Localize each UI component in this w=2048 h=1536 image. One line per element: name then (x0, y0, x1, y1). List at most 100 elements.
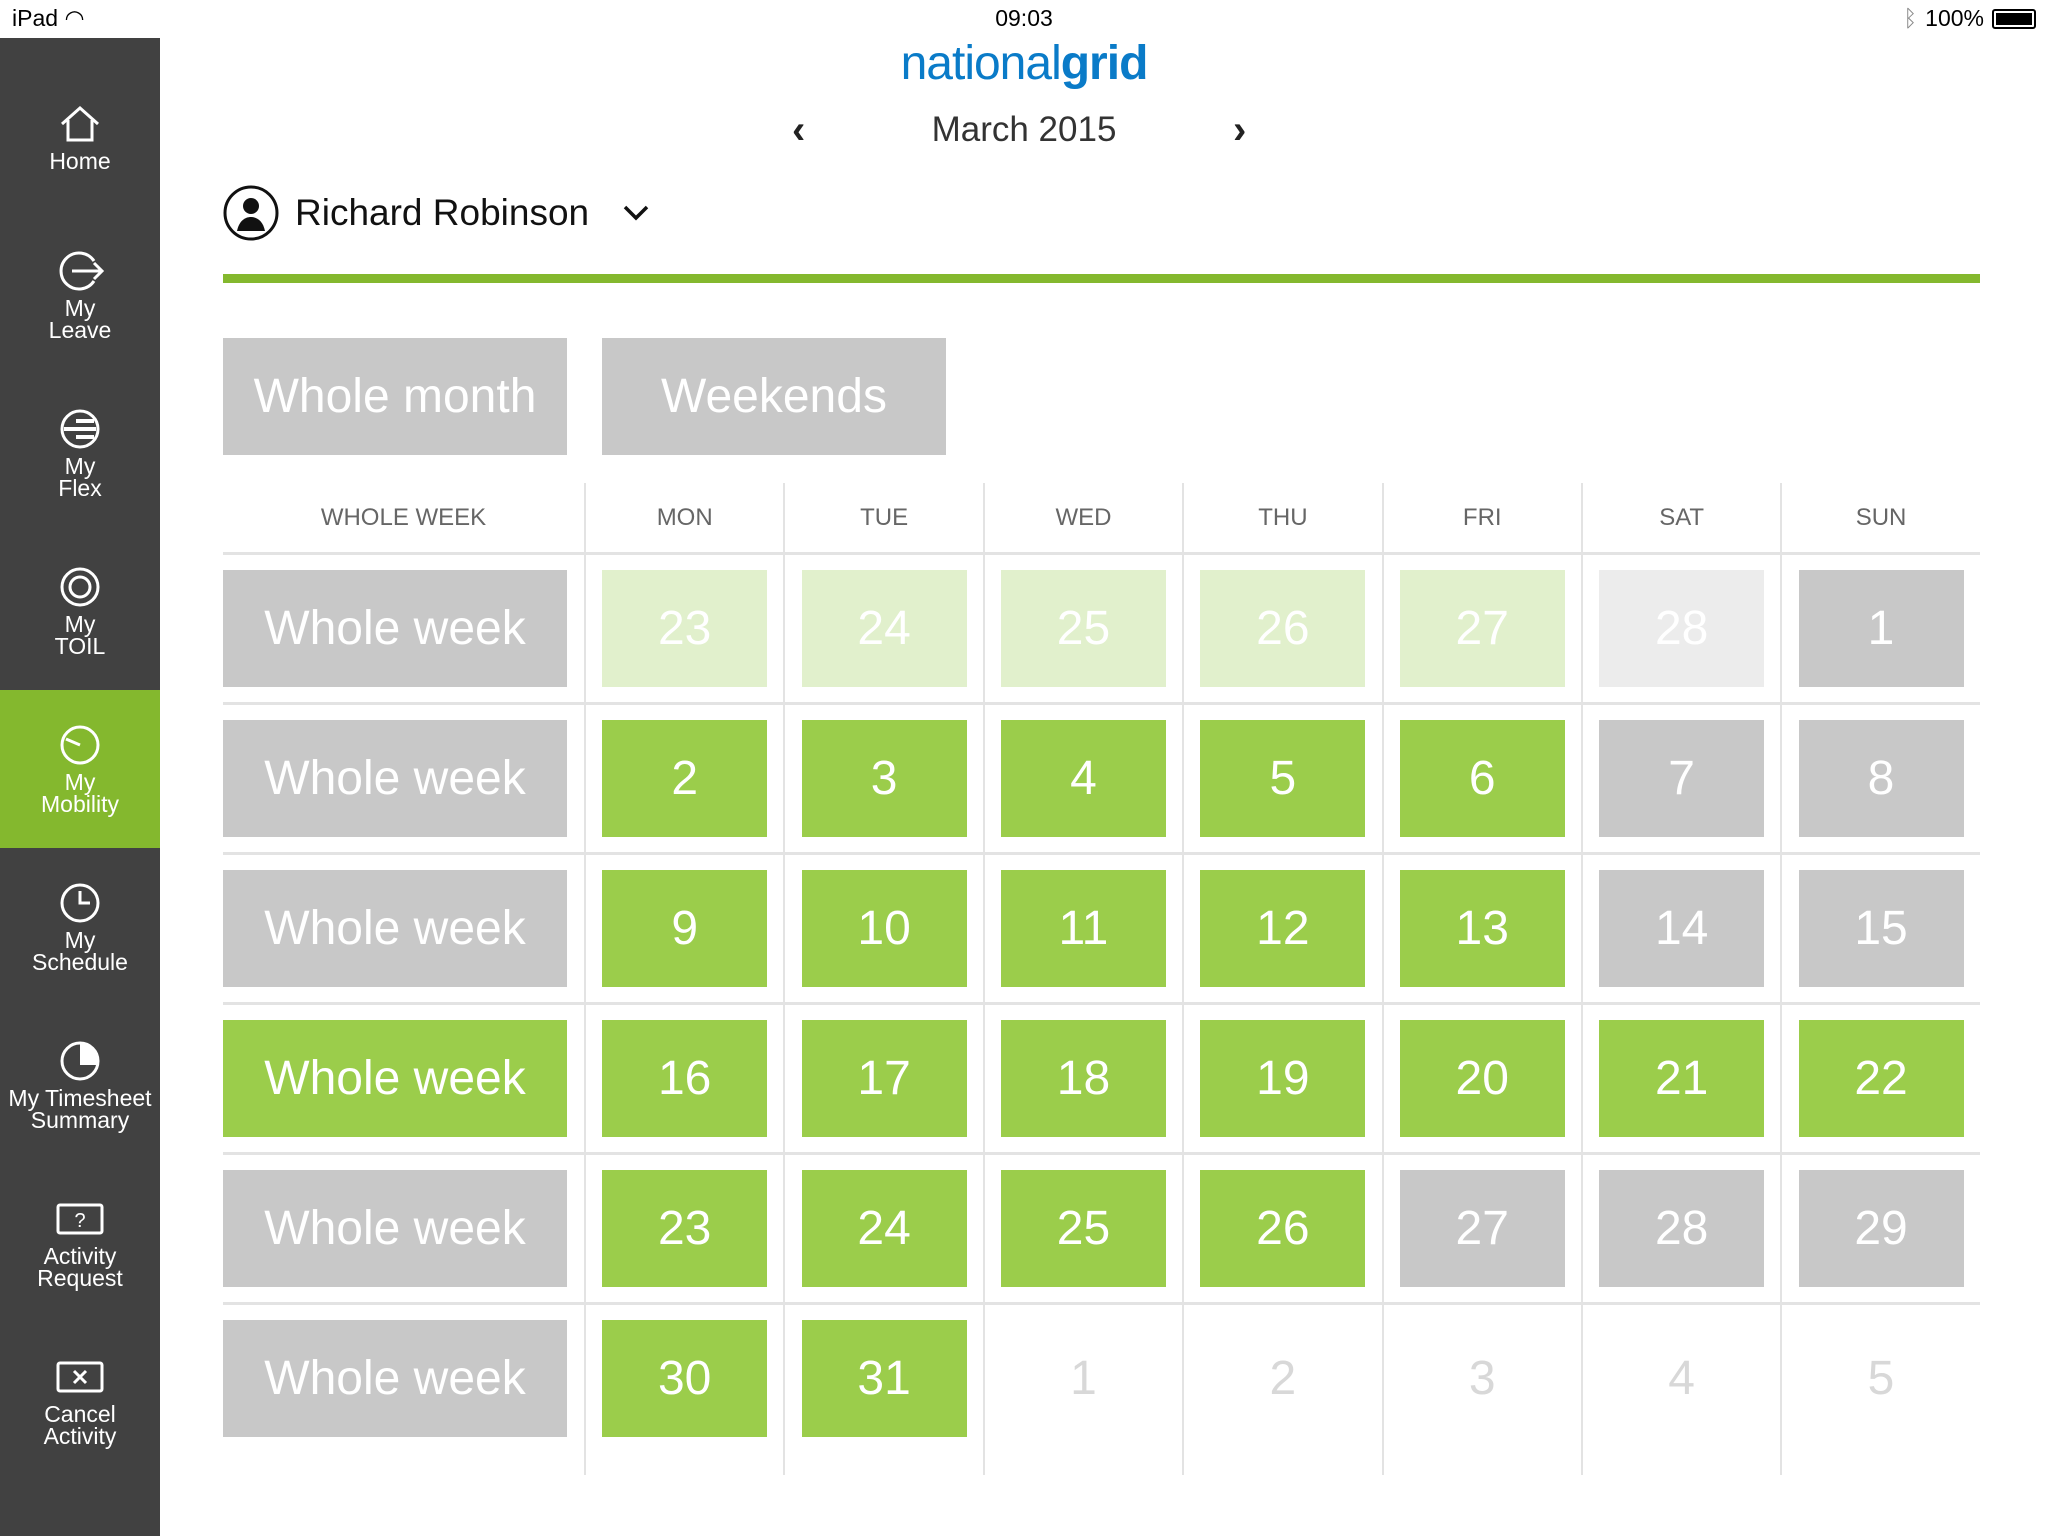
sidebar-item-my-toil[interactable]: My TOIL (0, 532, 160, 690)
calendar-week-row: Whole week 9 10 11 12 13 14 15 (223, 855, 1980, 1005)
day-cell[interactable]: 14 (1599, 870, 1765, 987)
day-cell[interactable]: 26 (1200, 570, 1366, 687)
day-cell[interactable]: 7 (1599, 720, 1765, 837)
sidebar-item-label: My (64, 611, 96, 637)
weekends-button[interactable]: Weekends (602, 338, 946, 455)
column-header: WED (982, 483, 1182, 552)
battery-percent: 100% (1925, 5, 1984, 31)
day-column-cell: 4 (1580, 1305, 1780, 1475)
sidebar-item-cancel-activity[interactable]: Cancel Activity (0, 1322, 160, 1480)
day-cell[interactable]: 19 (1200, 1020, 1366, 1137)
day-cell[interactable]: 13 (1399, 870, 1565, 987)
chevron-down-icon (623, 205, 649, 221)
whole-week-button[interactable]: Whole week (223, 870, 567, 987)
day-cell[interactable]: 22 (1798, 1020, 1964, 1137)
day-column-cell: 1 (1780, 555, 1979, 702)
day-column-cell: 8 (1780, 705, 1979, 852)
user-avatar-icon (223, 185, 279, 241)
day-cell[interactable]: 11 (1000, 870, 1166, 987)
whole-month-button[interactable]: Whole month (223, 338, 567, 455)
whole-week-cell: Whole week (223, 855, 584, 1002)
toil-icon (60, 567, 100, 607)
day-cell[interactable]: 24 (801, 1170, 967, 1287)
day-column-cell: 5 (1182, 705, 1381, 852)
day-cell[interactable]: 17 (801, 1020, 967, 1137)
day-cell[interactable]: 26 (1200, 1170, 1366, 1287)
day-column-cell: 2 (584, 705, 783, 852)
sidebar-item-label: Leave (48, 317, 112, 343)
sidebar-item-activity-request[interactable]: ? Activity Request (0, 1164, 160, 1322)
sidebar-item-my-schedule[interactable]: My Schedule (0, 848, 160, 1006)
day-cell[interactable]: 15 (1798, 870, 1964, 987)
day-cell[interactable]: 24 (801, 570, 967, 687)
day-cell[interactable]: 31 (801, 1320, 967, 1437)
day-cell[interactable]: 6 (1399, 720, 1565, 837)
day-cell[interactable]: 27 (1399, 570, 1565, 687)
day-column-cell: 25 (982, 555, 1182, 702)
day-cell[interactable]: 21 (1599, 1020, 1765, 1137)
day-column-cell: 20 (1381, 1005, 1581, 1152)
column-header: THU (1182, 483, 1381, 552)
day-column-cell: 3 (1381, 1305, 1581, 1475)
day-cell[interactable]: 25 (1000, 570, 1166, 687)
sidebar-item-my-timesheet-summary[interactable]: My Timesheet Summary (0, 1006, 160, 1164)
sidebar-item-label: Request (37, 1265, 123, 1291)
day-cell[interactable]: 28 (1599, 1170, 1765, 1287)
day-cell[interactable]: 27 (1399, 1170, 1565, 1287)
whole-week-button[interactable]: Whole week (223, 1320, 567, 1437)
sidebar-item-label: TOIL (54, 633, 106, 659)
day-column-cell: 28 (1580, 555, 1780, 702)
mobility-icon (60, 725, 100, 765)
day-cell[interactable]: 12 (1200, 870, 1366, 987)
user-selector[interactable]: Richard Robinson (223, 185, 649, 241)
whole-week-cell: Whole week (223, 705, 584, 852)
day-cell[interactable]: 28 (1599, 570, 1765, 687)
next-month-button[interactable]: › (1233, 108, 1247, 152)
calendar-week-row: Whole week 16 17 18 19 20 21 22 (223, 1005, 1980, 1155)
whole-week-cell: Whole week (223, 555, 584, 702)
day-cell[interactable]: 30 (602, 1320, 768, 1437)
day-cell[interactable]: 2 (602, 720, 768, 837)
calendar-week-row: Whole week 2 3 4 5 6 7 8 (223, 705, 1980, 855)
day-cell[interactable]: 4 (1000, 720, 1166, 837)
whole-week-button[interactable]: Whole week (223, 1170, 567, 1287)
day-column-cell: 26 (1182, 1155, 1381, 1302)
day-cell[interactable]: 5 (1200, 720, 1366, 837)
day-cell[interactable]: 8 (1798, 720, 1964, 837)
day-column-cell: 16 (584, 1005, 783, 1152)
whole-week-button[interactable]: Whole week (223, 570, 567, 687)
month-title: March 2015 (931, 110, 1117, 149)
day-column-cell: 3 (783, 705, 982, 852)
day-cell[interactable]: 29 (1798, 1170, 1964, 1287)
day-column-cell: 15 (1780, 855, 1979, 1002)
day-cell[interactable]: 25 (1000, 1170, 1166, 1287)
day-column-cell: 9 (584, 855, 783, 1002)
day-cell[interactable]: 3 (801, 720, 967, 837)
day-column-cell: 19 (1182, 1005, 1381, 1152)
flex-icon (60, 409, 100, 449)
whole-week-button[interactable]: Whole week (223, 1020, 567, 1137)
svg-text:?: ? (74, 1210, 85, 1232)
clock-icon (60, 883, 100, 923)
day-column-cell: 7 (1580, 705, 1780, 852)
column-header: TUE (783, 483, 982, 552)
sidebar-item-my-flex[interactable]: My Flex (0, 374, 160, 532)
pie-icon (60, 1041, 100, 1081)
day-cell[interactable]: 23 (602, 1170, 768, 1287)
prev-month-button[interactable]: ‹ (792, 108, 806, 152)
sidebar-item-my-mobility[interactable]: My Mobility (0, 690, 160, 848)
day-cell[interactable]: 1 (1798, 570, 1964, 687)
day-cell[interactable]: 16 (602, 1020, 768, 1137)
calendar-header-row: WHOLE WEEK MON TUE WED THU FRI SAT SUN (223, 483, 1980, 555)
status-bar: iPad ◠ 09:03 ᛒ 100% (0, 0, 2048, 38)
day-cell[interactable]: 10 (801, 870, 967, 987)
sidebar-item-home[interactable]: Home (0, 58, 160, 216)
sidebar: Home My Leave My Flex My TOIL My Mobility My Sched… (0, 38, 160, 1536)
sidebar-item-my-leave[interactable]: My Leave (0, 216, 160, 374)
day-cell[interactable]: 23 (602, 570, 768, 687)
day-cell[interactable]: 9 (602, 870, 768, 987)
day-cell[interactable]: 20 (1399, 1020, 1565, 1137)
whole-week-button[interactable]: Whole week (223, 720, 567, 837)
divider-bar (223, 274, 1980, 283)
day-cell[interactable]: 18 (1000, 1020, 1166, 1137)
